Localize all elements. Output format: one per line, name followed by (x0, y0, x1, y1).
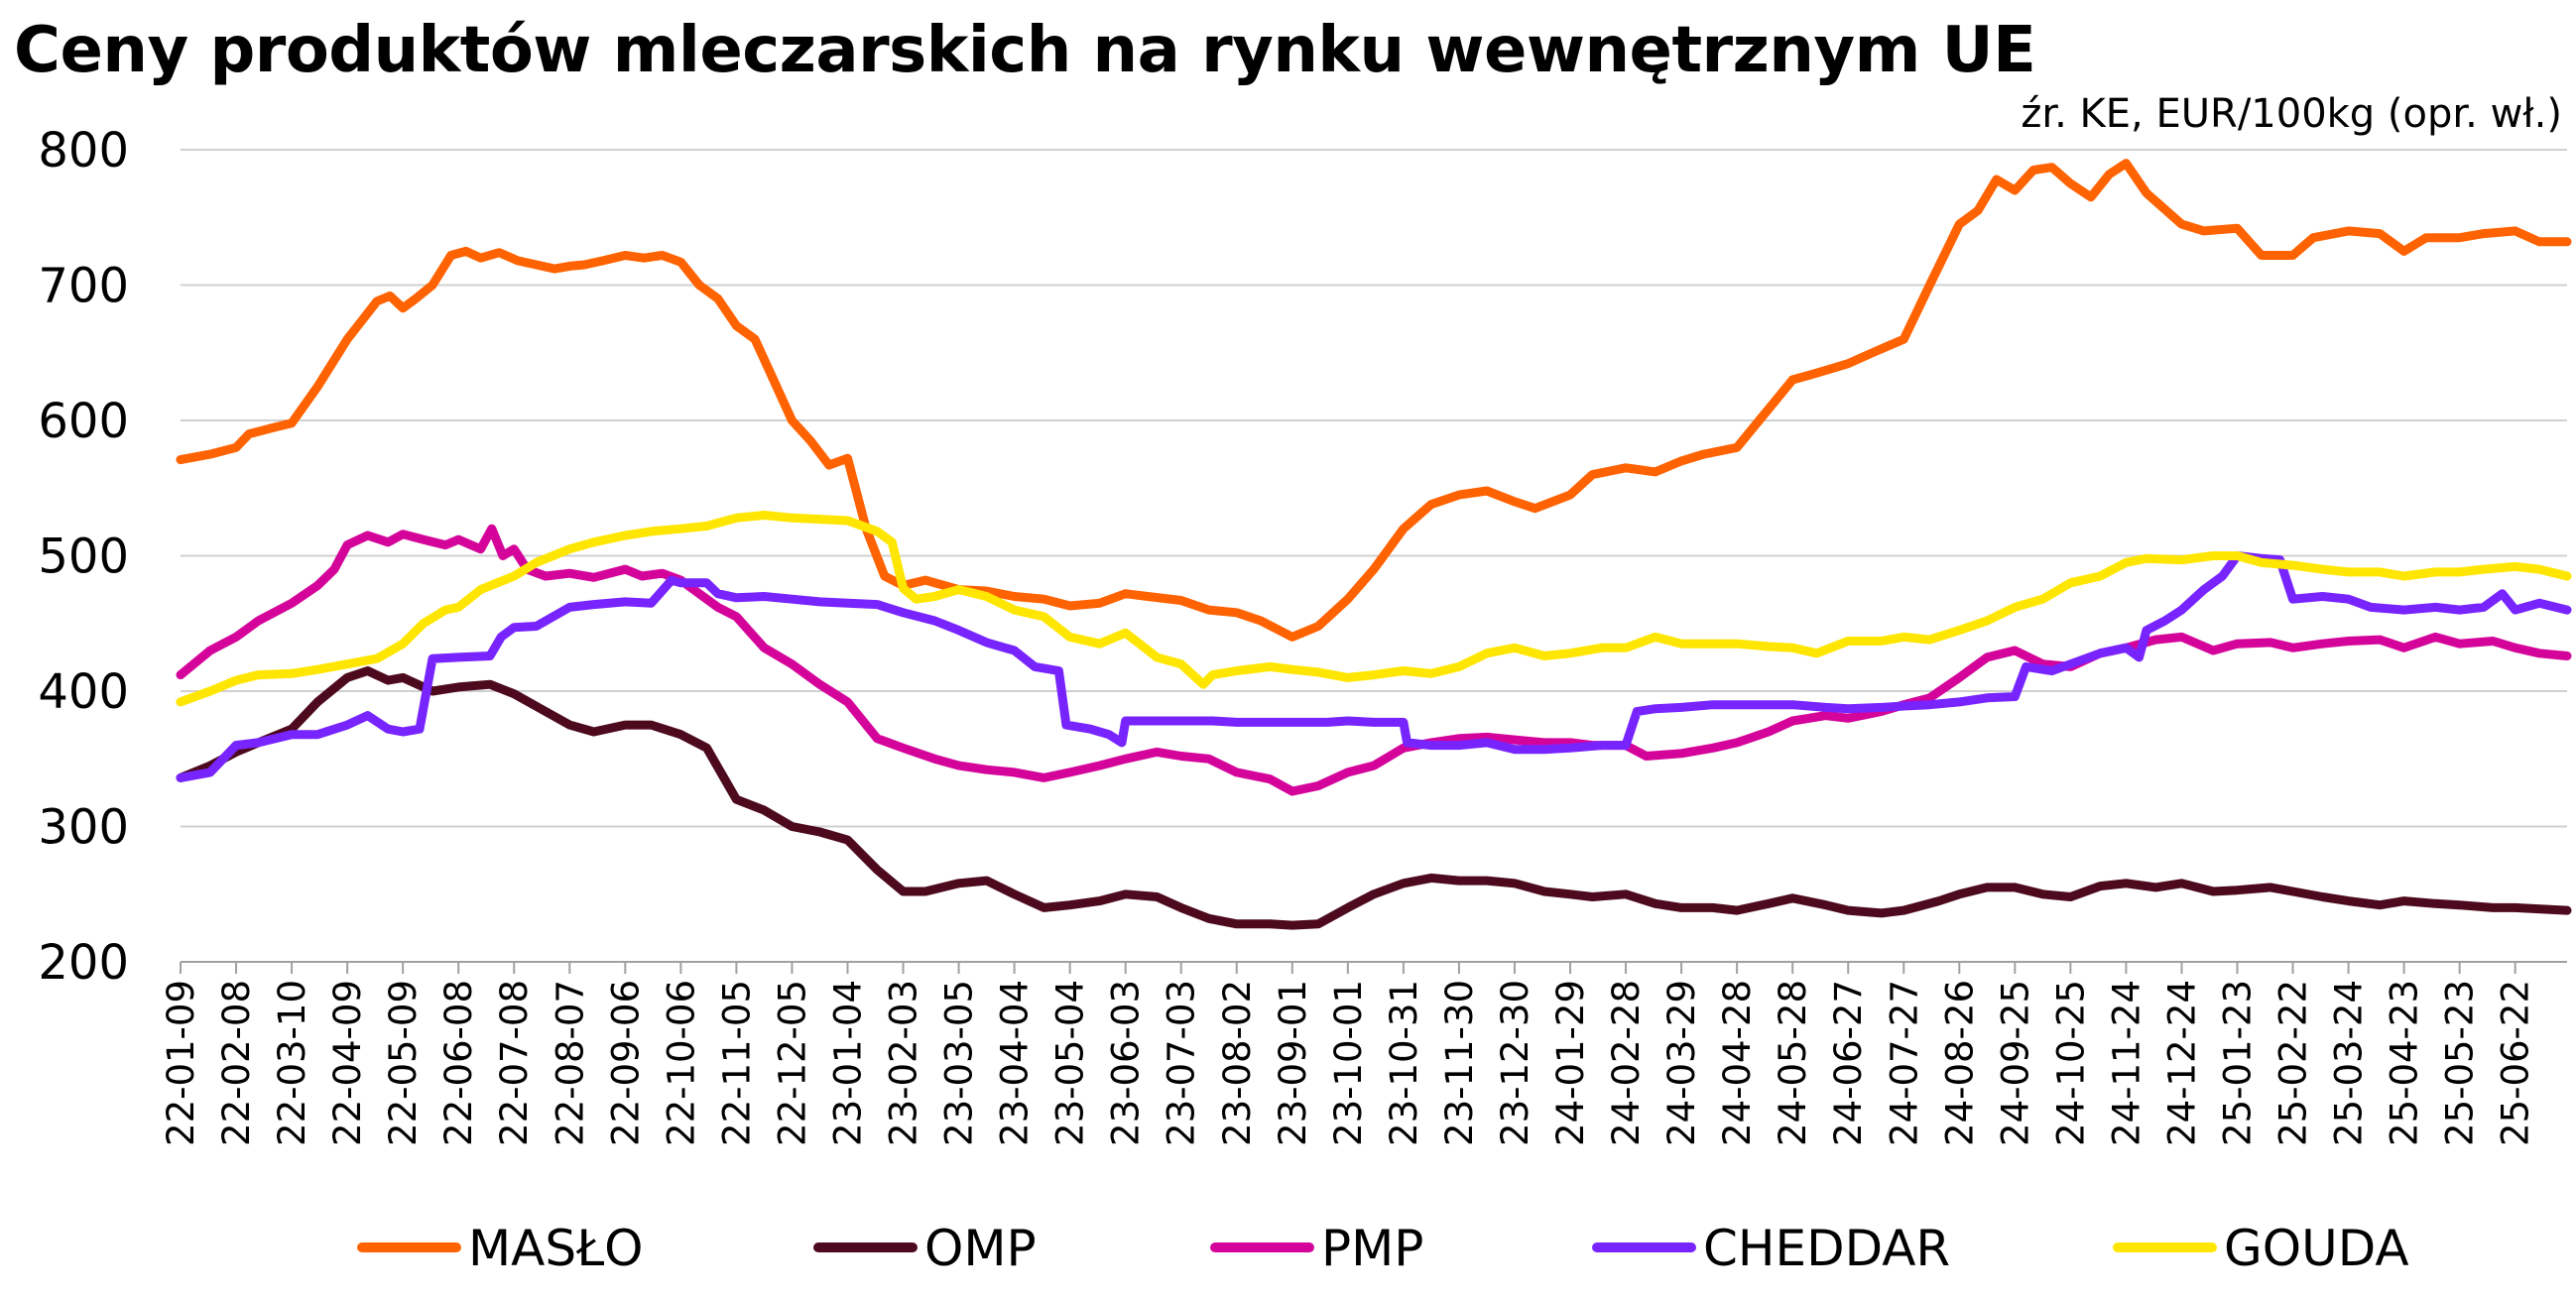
x-tick-label: 22-02-08 (215, 980, 258, 1146)
x-tick-label: 23-08-02 (1216, 980, 1259, 1146)
x-tick-label: 24-11-24 (2105, 980, 2147, 1146)
legend-label: PMP (1321, 1220, 1423, 1277)
x-tick-label: 22-08-07 (549, 980, 591, 1146)
series-line-cheddar (176, 551, 2572, 782)
x-tick-label: 24-10-25 (2049, 980, 2092, 1146)
x-tick-label: 23-10-01 (1327, 980, 1370, 1146)
x-tick-label: 24-06-27 (1827, 980, 1870, 1146)
x-tick-label: 22-05-09 (382, 980, 425, 1146)
y-tick-label: 200 (38, 935, 129, 991)
y-axis-ticks: 200 300 400 500 600 700 800 (38, 123, 129, 991)
y-tick-label: 800 (38, 123, 129, 178)
x-tick-label: 23-12-30 (1494, 980, 1536, 1146)
legend-label: GOUDA (2224, 1220, 2409, 1277)
x-tick-label: 22-12-05 (771, 980, 813, 1146)
x-tick-label: 22-07-08 (493, 980, 536, 1146)
x-tick-label: 22-01-09 (160, 980, 202, 1146)
x-tick-label: 23-04-04 (994, 980, 1037, 1146)
legend-label: CHEDDAR (1703, 1220, 1950, 1277)
x-tick-label: 25-03-24 (2328, 980, 2371, 1146)
x-tick-label: 25-06-22 (2495, 980, 2537, 1146)
x-tick-label: 23-07-03 (1161, 980, 1203, 1146)
x-tick-label: 24-05-28 (1772, 980, 1814, 1146)
x-tick-label: 24-09-25 (1994, 980, 2036, 1146)
x-tick-label: 22-09-06 (604, 980, 647, 1146)
x-tick-label: 23-11-30 (1438, 980, 1481, 1146)
x-tick-label: 24-12-24 (2160, 980, 2203, 1146)
chart-title: Ceny produktów mleczarskich na rynku wew… (14, 14, 2036, 87)
y-tick-label: 500 (38, 530, 129, 585)
x-tick-label: 25-04-23 (2384, 980, 2426, 1146)
x-tick-label: 22-06-08 (437, 980, 480, 1146)
legend-label: MASŁO (468, 1220, 644, 1277)
series-line-gouda (176, 511, 2572, 707)
legend-label: OMP (924, 1220, 1037, 1277)
series-lines (176, 159, 2572, 930)
x-tick-label: 23-10-31 (1383, 980, 1425, 1146)
x-tick-label: 22-11-05 (715, 980, 758, 1146)
x-tick-label: 22-04-09 (326, 980, 369, 1146)
x-tick-label: 23-02-03 (883, 980, 925, 1146)
x-tick-label: 25-01-23 (2216, 980, 2259, 1146)
x-tick-label: 23-01-04 (826, 980, 869, 1146)
y-tick-label: 300 (38, 800, 129, 856)
source-note: źr. KE, EUR/100kg (opr. wł.) (2021, 91, 2562, 137)
series-line-pmp (176, 524, 2572, 796)
series-line-omp (176, 666, 2572, 930)
y-tick-label: 600 (38, 394, 129, 449)
x-tick-label: 23-05-04 (1049, 980, 1092, 1146)
series-line-mas-o (176, 159, 2572, 642)
x-tick-label: 22-03-10 (271, 980, 313, 1146)
x-tick-label: 24-07-27 (1883, 980, 1925, 1146)
x-tick-label: 23-09-01 (1272, 980, 1314, 1146)
x-tick-label: 24-02-28 (1605, 980, 1648, 1146)
x-tick-label: 24-03-29 (1660, 980, 1703, 1146)
x-axis: 22-01-09 22-02-08 22-03-10 22-04-09 22-05-09… (160, 961, 2567, 1146)
x-tick-label: 24-01-29 (1549, 980, 1592, 1146)
x-tick-label: 25-05-23 (2439, 980, 2482, 1146)
x-tick-label: 25-02-22 (2272, 980, 2315, 1146)
x-tick-label: 24-08-26 (1938, 980, 1981, 1146)
y-tick-label: 400 (38, 664, 129, 720)
x-tick-label: 23-06-03 (1105, 980, 1148, 1146)
x-tick-label: 22-10-06 (660, 980, 702, 1146)
legend: MASŁO OMP PMP CHEDDAR GOUDA (357, 1220, 2409, 1277)
x-tick-label: 23-03-05 (938, 980, 981, 1146)
x-tick-label: 24-04-28 (1716, 980, 1759, 1146)
y-tick-label: 700 (38, 259, 129, 314)
